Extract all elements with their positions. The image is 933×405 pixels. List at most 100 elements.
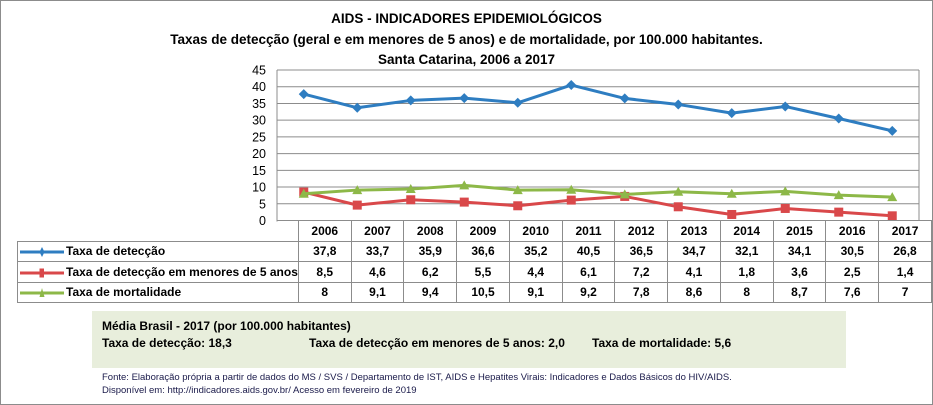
data-point-1 [673, 202, 683, 212]
data-point-1 [566, 195, 576, 205]
data-point-2 [298, 188, 309, 198]
table-row: Taxa de detecção em menores de 5 anos 8,5… [17, 261, 932, 283]
data-label: 8,7 [772, 281, 827, 303]
data-label: 10,5 [456, 281, 510, 303]
series-name: Taxa de detecção [66, 244, 166, 259]
data-point-0 [352, 102, 363, 113]
brasil-average-box: Média Brasil - 2017 (por 100.000 habitan… [92, 311, 846, 368]
y-tick-label: 45 [252, 64, 266, 78]
x-tick-label: 2012 [614, 220, 669, 242]
data-point-2 [352, 185, 363, 195]
data-label: 7,6 [825, 281, 880, 303]
legend-entry: Taxa de detecção [17, 240, 299, 262]
data-label: 7,8 [614, 281, 669, 303]
data-label: 8 [297, 281, 352, 303]
data-label: 8 [719, 281, 774, 303]
data-point-1 [459, 197, 469, 207]
data-label: 5,5 [456, 261, 510, 283]
data-label: 37,8 [297, 240, 352, 262]
data-label: 34,1 [772, 240, 827, 262]
data-point-1 [406, 195, 416, 205]
data-label: 6,2 [403, 261, 458, 283]
y-tick-label: 15 [252, 164, 266, 178]
data-point-0 [887, 125, 898, 136]
data-point-2 [405, 184, 416, 194]
x-tick-label: 2017 [878, 220, 932, 242]
data-label: 6,1 [561, 261, 616, 283]
table-header-row: 2006 2007 2008 2009 2010 2011 2012 2013 2014 2015… [17, 220, 932, 242]
series-line-0 [303, 83, 893, 133]
data-label: 35,9 [403, 240, 458, 262]
chart-subtitle-place: Santa Catarina, 2006 a 2017 [377, 52, 556, 67]
data-point-2 [780, 186, 791, 196]
y-tick-label: 35 [252, 97, 266, 111]
y-tick-label: 10 [252, 181, 266, 195]
source-note: Fonte: Elaboração própria a partir de da… [102, 371, 732, 397]
source-line-1: Fonte: Elaboração própria a partir de da… [102, 372, 732, 383]
x-tick-label: 2011 [561, 220, 616, 242]
data-label: 33,7 [350, 240, 405, 262]
data-point-1 [352, 200, 362, 210]
data-label: 4,4 [508, 261, 563, 283]
legend-triangle-icon [20, 288, 64, 298]
data-label: 1,4 [878, 261, 932, 283]
data-point-2 [887, 192, 898, 202]
x-tick-label: 2016 [825, 220, 880, 242]
series-line-1 [303, 190, 893, 218]
x-tick-label: 2010 [508, 220, 563, 242]
data-point-1 [727, 209, 737, 219]
brasil-heading: Média Brasil - 2017 (por 100.000 habitan… [102, 319, 351, 333]
data-label: 40,5 [561, 240, 616, 262]
series-line-2 [303, 183, 893, 199]
data-point-0 [459, 93, 470, 104]
data-label: 4,1 [667, 261, 721, 283]
y-tick-label: 20 [252, 147, 266, 161]
table-row: Taxa de detecção 37,8 33,7 35,9 36,6 35,2 40,5… [17, 240, 932, 262]
data-label: 30,5 [825, 240, 880, 262]
y-tick-label: 5 [259, 197, 266, 211]
data-label: 4,6 [350, 261, 405, 283]
legend-entry: Taxa de detecção em menores de 5 anos [17, 261, 299, 283]
legend-square-icon [20, 268, 64, 278]
data-point-2 [512, 185, 523, 195]
table-corner [17, 220, 299, 241]
y-tick-label: 30 [252, 114, 266, 128]
series-name: Taxa de detecção em menores de 5 anos [66, 264, 298, 279]
data-point-2 [566, 184, 577, 194]
data-label: 36,5 [614, 240, 669, 262]
data-label: 7,2 [614, 261, 669, 283]
data-label: 3,6 [772, 261, 827, 283]
x-tick-label: 2009 [456, 220, 510, 242]
data-point-1 [513, 201, 523, 211]
y-tick-label: 25 [252, 130, 266, 144]
table-row: Taxa de mortalidade 8 9,1 9,4 10,5 9,1 9,2 7,8 8… [17, 281, 932, 303]
data-point-1 [780, 203, 790, 213]
data-label: 1,8 [719, 261, 774, 283]
data-point-0 [673, 99, 684, 110]
x-tick-label: 2014 [719, 220, 774, 242]
data-label: 34,7 [667, 240, 721, 262]
data-point-2 [459, 180, 470, 190]
data-point-1 [834, 207, 844, 217]
data-point-0 [833, 113, 844, 124]
data-label: 32,1 [719, 240, 774, 262]
data-point-2 [833, 190, 844, 200]
data-label: 8,5 [297, 261, 352, 283]
x-tick-label: 2007 [350, 220, 405, 242]
data-point-1 [887, 211, 897, 221]
series-name: Taxa de mortalidade [66, 285, 182, 300]
data-label: 26,8 [878, 240, 932, 262]
legend-diamond-icon [20, 247, 64, 258]
data-label: 9,1 [350, 281, 405, 303]
source-line-2: Disponível em: http://indicadores.aids.g… [102, 385, 417, 396]
data-point-0 [512, 97, 523, 108]
chart-title: AIDS - INDICADORES EPIDEMIOLÓGICOS [331, 11, 602, 26]
x-tick-label: 2013 [667, 220, 721, 242]
data-point-2 [673, 186, 684, 196]
data-label: 36,6 [456, 240, 510, 262]
data-label: 7 [878, 281, 932, 303]
brasil-mortalidade: Taxa de mortalidade: 5,6 [592, 336, 732, 350]
data-label: 2,5 [825, 261, 880, 283]
